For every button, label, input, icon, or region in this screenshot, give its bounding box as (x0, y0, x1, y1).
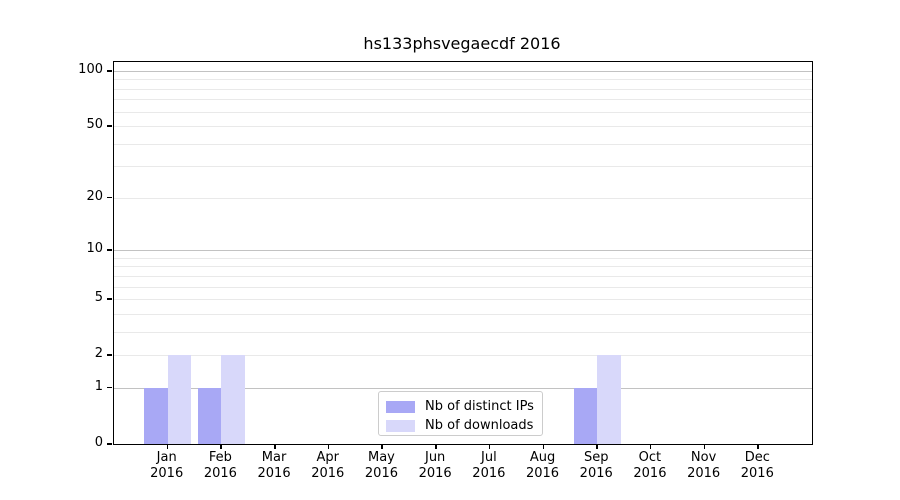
bar-downloads (597, 355, 621, 444)
gridline-minor (114, 79, 812, 81)
x-tick-label: Jun 2016 (418, 450, 452, 481)
gridline-minor (114, 197, 812, 199)
x-tick (274, 444, 276, 449)
bar-downloads (167, 355, 191, 444)
x-tick-label: Mar 2016 (257, 450, 291, 481)
gridline-major (114, 71, 812, 72)
legend-entry-downloads: Nb of downloads (379, 416, 542, 435)
gridline-minor (114, 257, 812, 259)
gridline-minor (114, 331, 812, 333)
gridline-minor (114, 266, 812, 268)
gridline-minor (114, 355, 812, 357)
gridline-major (114, 387, 812, 389)
x-tick (649, 444, 652, 449)
legend-label-downloads: Nb of downloads (425, 417, 534, 433)
bar-distinct-ips (198, 387, 222, 444)
y-tick (107, 386, 112, 389)
gridline-minor (114, 111, 812, 113)
gridline-minor (114, 143, 812, 145)
x-tick-label: Aug 2016 (525, 450, 560, 481)
y-tick-label: 10 (86, 241, 103, 257)
x-tick (435, 444, 437, 449)
x-tick-label: Jan 2016 (150, 450, 184, 481)
gridline-minor (114, 299, 812, 301)
x-tick-label: Dec 2016 (740, 450, 774, 481)
y-tick (107, 443, 112, 445)
gridline-minor (114, 88, 812, 90)
legend-entry-distinct-ips: Nb of distinct IPs (379, 397, 542, 416)
gridline-minor (114, 126, 812, 128)
legend-swatch-distinct-ips (386, 400, 415, 413)
y-tick-label: 20 (86, 188, 103, 204)
x-tick-label: Oct 2016 (633, 450, 667, 481)
x-tick (166, 444, 169, 449)
x-tick (488, 444, 491, 449)
x-tick-label: Jul 2016 (472, 450, 506, 481)
chart-title: hs133phsvegaecdf 2016 (363, 34, 561, 53)
x-tick (542, 444, 545, 449)
y-tick (107, 70, 112, 72)
gridline-minor (114, 313, 812, 315)
x-tick (381, 444, 383, 449)
legend-label-distinct-ips: Nb of distinct IPs (425, 398, 534, 414)
x-tick (757, 444, 759, 449)
bar-downloads (221, 355, 245, 444)
legend: Nb of distinct IPs Nb of downloads (378, 391, 543, 436)
y-tick-label: 0 (94, 435, 103, 450)
x-tick-label: Apr 2016 (311, 450, 345, 481)
x-tick-label: Sep 2016 (579, 450, 613, 481)
y-tick-label: 2 (94, 346, 103, 362)
y-tick (107, 196, 112, 199)
bar-distinct-ips (573, 387, 598, 444)
y-tick (107, 125, 112, 127)
gridline-minor (114, 286, 812, 288)
gridline-minor (114, 166, 812, 168)
x-tick-label: May 2016 (364, 450, 398, 481)
x-tick (220, 444, 222, 449)
y-tick-label: 5 (94, 290, 103, 306)
gridline-minor (114, 99, 812, 101)
y-tick (107, 298, 112, 300)
gridline-minor (114, 275, 812, 277)
y-tick (107, 249, 112, 251)
y-tick-label: 100 (78, 62, 103, 77)
x-tick-label: Nov 2016 (687, 450, 721, 481)
plot-area (113, 61, 813, 445)
x-tick (327, 444, 330, 449)
y-tick-label: 50 (86, 117, 103, 133)
y-tick (107, 354, 112, 356)
x-tick (596, 444, 598, 449)
x-tick (703, 444, 706, 449)
x-tick-label: Feb 2016 (203, 450, 237, 481)
legend-swatch-downloads (386, 419, 415, 432)
y-tick-label: 1 (94, 378, 103, 394)
bar-distinct-ips (144, 387, 168, 444)
gridline-major (114, 250, 812, 252)
